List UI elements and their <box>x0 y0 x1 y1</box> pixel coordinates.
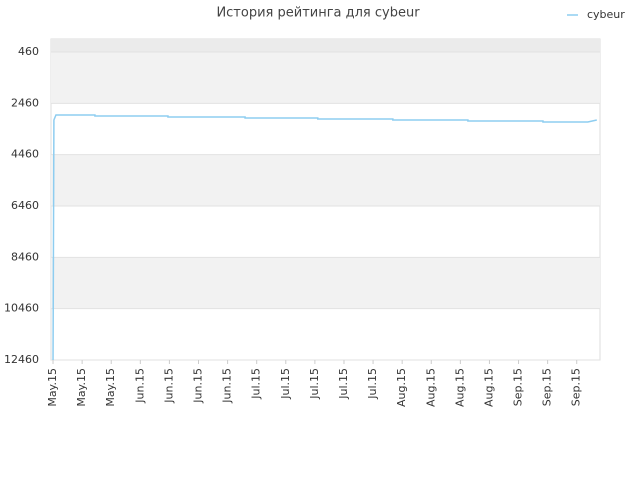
x-tick-label: Aug.15 <box>395 368 408 407</box>
x-tick-label: Jun.15 <box>221 368 234 404</box>
x-tick-label: Jul.15 <box>366 368 379 400</box>
y-tick-label: 12460 <box>4 353 39 366</box>
x-tick-label: Jun.15 <box>133 368 146 404</box>
x-tick-label: Jul.15 <box>279 368 292 400</box>
grid-band <box>51 51 600 104</box>
x-tick-label: May.15 <box>104 368 117 407</box>
x-tick-label: Jul.15 <box>250 368 263 400</box>
x-tick-label: Aug.15 <box>424 368 437 407</box>
line <box>52 114 597 361</box>
y-tick-label: 10460 <box>4 302 39 315</box>
x-tick-label: Sep.15 <box>512 368 525 406</box>
x-tick-label: Jul.15 <box>308 368 321 400</box>
y-tick-label: 6460 <box>11 199 39 212</box>
x-tick-label: Sep.15 <box>570 368 583 406</box>
y-tick-label: 8460 <box>11 250 39 263</box>
x-tick-label: Jun.15 <box>162 368 175 404</box>
x-tick-label: Aug.15 <box>482 368 495 407</box>
chart-title: История рейтинга для cybeur <box>216 6 420 21</box>
x-tick-label: Sep.15 <box>541 368 554 406</box>
y-tick-label: 460 <box>18 45 39 58</box>
legend-label: cybeur <box>587 8 625 21</box>
x-tick-label: Jun.15 <box>192 368 205 404</box>
x-tick-label: May.15 <box>75 368 88 407</box>
y-tick-label: 4460 <box>11 148 39 161</box>
x-tick-label: Aug.15 <box>453 368 466 407</box>
y-tick-label: 2460 <box>11 96 39 109</box>
grid-band <box>51 257 600 309</box>
x-tick-label: May.15 <box>46 368 59 407</box>
grid-band <box>51 154 600 206</box>
x-tick-label: Jul.15 <box>337 368 350 400</box>
grid-band <box>51 39 600 52</box>
